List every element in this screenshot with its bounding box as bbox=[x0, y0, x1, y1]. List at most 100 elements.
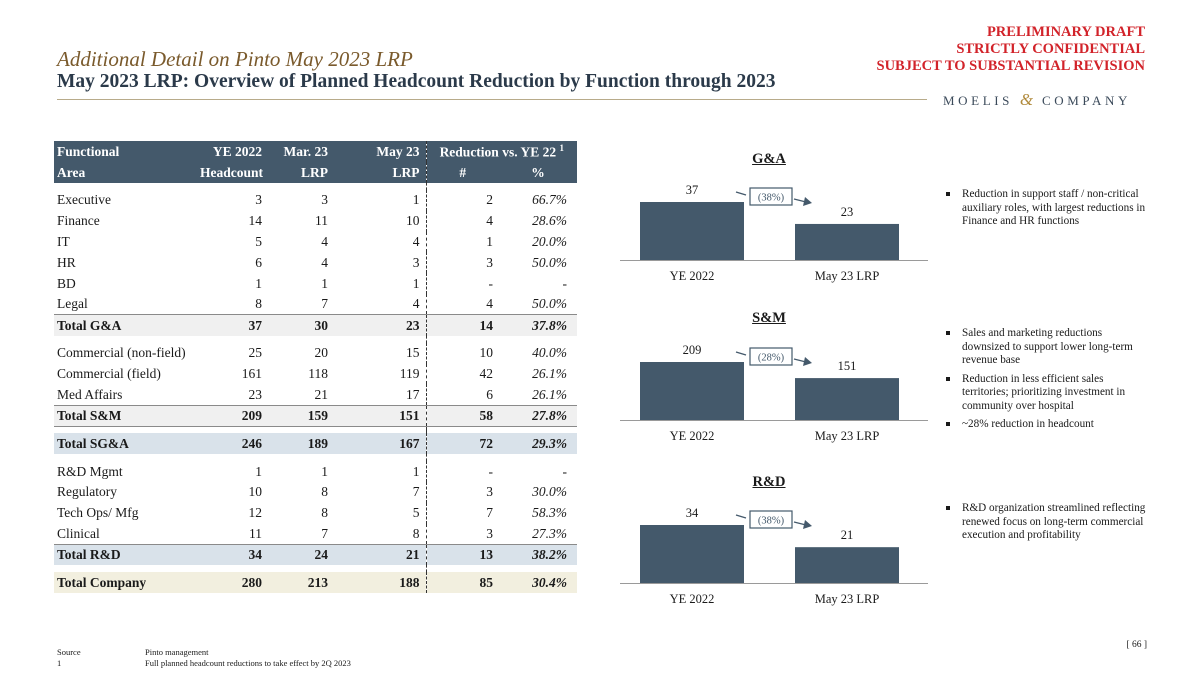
bar bbox=[795, 223, 899, 260]
table-cell: 4 bbox=[425, 293, 499, 315]
headcount-table: Functional YE 2022 Mar. 23 May 23 Reduct… bbox=[54, 141, 578, 594]
table-cell: - bbox=[425, 461, 499, 482]
category-label: YE 2022 bbox=[670, 269, 715, 283]
table-cell: 10 bbox=[406, 213, 420, 229]
ga-bullets: Reduction in support staff / non-critica… bbox=[946, 188, 1146, 234]
bar-value-label: 37 bbox=[686, 183, 699, 197]
bar-value-label: 209 bbox=[683, 343, 702, 357]
table-cell: 21 bbox=[314, 386, 329, 402]
bar-value-label: 34 bbox=[686, 506, 699, 520]
table-cell: 15 bbox=[406, 345, 420, 361]
bar-value-label: 151 bbox=[838, 359, 857, 373]
change-badge bbox=[749, 187, 793, 206]
table-cell: 1 bbox=[425, 231, 499, 253]
change-label: (28%) bbox=[758, 353, 785, 364]
table-cell: 5 bbox=[255, 233, 262, 249]
table-cell: 14 bbox=[248, 213, 263, 229]
rd-bullets: R&D organization streamlined reflecting … bbox=[946, 502, 1146, 548]
table-row: BD 1 1 1- - bbox=[54, 273, 577, 294]
table-cell: 28.6% bbox=[532, 213, 568, 229]
total-row-sm: Total S&M 209 159 151 58 27.8% bbox=[54, 404, 578, 427]
header-cell: Area bbox=[54, 162, 194, 183]
table-row: Regulatory 10 8 7 3 30.0% bbox=[54, 481, 577, 503]
table-cell: 25 bbox=[248, 345, 263, 361]
table-cell: - bbox=[562, 275, 568, 291]
row-label: Total S&M bbox=[54, 404, 194, 427]
logo-text-right: COMPANY bbox=[1041, 93, 1131, 108]
table-row: Executive 3 3 1 2 66.7% bbox=[54, 190, 577, 211]
row-label: R&D Mgmt bbox=[57, 463, 123, 479]
table-cell: 23 bbox=[334, 314, 426, 336]
chart-title-sm: S&M bbox=[752, 310, 786, 326]
table-cell: 7 bbox=[412, 484, 420, 500]
footnote-text: Full planned headcount reductions to tak… bbox=[145, 658, 351, 668]
table-cell: 3 bbox=[255, 192, 262, 208]
category-label: YE 2022 bbox=[670, 429, 715, 443]
table-cell: 2 bbox=[425, 190, 499, 211]
header-cell-reduction: Reduction vs. YE 22 1 bbox=[425, 141, 578, 162]
table-cell: 119 bbox=[399, 365, 420, 381]
table-cell: 189 bbox=[268, 433, 334, 455]
row-label: Med Affairs bbox=[57, 386, 123, 402]
table-cell: 42 bbox=[425, 363, 499, 385]
table-cell: 1 bbox=[255, 275, 262, 291]
footnotes: Source Pinto management 1 Full planned hea… bbox=[57, 647, 351, 669]
row-label: Clinical bbox=[57, 525, 100, 541]
logo-ampersand: & bbox=[1019, 90, 1036, 109]
company-logo: MOELIS & COMPANY bbox=[943, 90, 1131, 110]
category-label: YE 2022 bbox=[670, 592, 715, 606]
table-cell: 50.0% bbox=[532, 296, 568, 312]
row-label: Total SG&A bbox=[54, 433, 194, 455]
table-cell: 66.7% bbox=[532, 192, 568, 208]
row-label: HR bbox=[57, 254, 76, 270]
table-cell: 30 bbox=[268, 314, 334, 336]
table-cell: 8 bbox=[321, 484, 328, 500]
page-subtitle: Additional Detail on Pinto May 2023 LRP bbox=[57, 47, 413, 71]
table-cell: 27.8% bbox=[499, 404, 578, 427]
table-cell: 7 bbox=[321, 525, 328, 541]
draft-line: SUBJECT TO SUBSTANTIAL REVISION bbox=[876, 58, 1146, 74]
table-cell: 159 bbox=[268, 404, 334, 427]
row-spacer bbox=[54, 454, 577, 462]
table-header-row: Functional YE 2022 Mar. 23 May 23 Reduct… bbox=[54, 141, 578, 162]
bullet-item: Reduction in less efficient sales territ… bbox=[946, 373, 1146, 414]
source-label: Source bbox=[57, 647, 81, 657]
table-cell: 26.1% bbox=[532, 365, 568, 381]
sm-bar-chart: 209 YE 2022 151 May 23 LRP (28%) bbox=[620, 343, 928, 443]
table-cell: 11 bbox=[315, 213, 328, 229]
table-cell: 6 bbox=[425, 384, 499, 406]
change-label: (38%) bbox=[758, 516, 785, 527]
table-cell: 246 bbox=[194, 433, 268, 455]
table-row: Clinical 11 7 8 3 27.3% bbox=[54, 523, 577, 545]
table-cell: 4 bbox=[321, 233, 328, 249]
table-cell: 280 bbox=[194, 572, 268, 594]
bar bbox=[640, 525, 744, 583]
table-cell: 4 bbox=[412, 296, 420, 312]
bullet-item: Sales and marketing reductions downsized… bbox=[946, 327, 1146, 368]
table-cell: 188 bbox=[334, 572, 426, 594]
table-cell: 29.3% bbox=[499, 433, 578, 455]
table-row: Tech Ops/ Mfg 12 8 5 7 58.3% bbox=[54, 502, 577, 524]
table-cell: 6 bbox=[255, 254, 262, 270]
header-cell: LRP bbox=[334, 162, 426, 183]
table-cell: 27.3% bbox=[532, 525, 568, 541]
table-cell: 10 bbox=[425, 342, 499, 364]
table-cell: 3 bbox=[425, 481, 499, 503]
total-row-ga: Total G&A 37 30 23 14 37.8% bbox=[54, 314, 578, 336]
change-arrow-head bbox=[803, 197, 812, 206]
page-title: May 2023 LRP: Overview of Planned Headco… bbox=[57, 71, 776, 92]
table-cell: 5 bbox=[412, 505, 420, 521]
table-cell: 17 bbox=[406, 386, 420, 402]
table-cell: 4 bbox=[412, 233, 420, 249]
table-cell: 38.2% bbox=[499, 543, 578, 566]
change-arrow-tail bbox=[735, 514, 747, 519]
table-cell: 161 bbox=[241, 365, 262, 381]
row-label: Commercial (field) bbox=[57, 365, 161, 381]
change-badge bbox=[749, 347, 793, 366]
rd-bar-chart: 34 YE 2022 21 May 23 LRP (38%) bbox=[620, 506, 928, 606]
table-cell: 8 bbox=[412, 525, 420, 541]
table-cell: 209 bbox=[194, 404, 268, 427]
table-row: Legal 8 7 4 4 50.0% bbox=[54, 293, 577, 315]
table-cell: 3 bbox=[425, 523, 499, 545]
page-number: [ 66 ] bbox=[1126, 640, 1147, 650]
